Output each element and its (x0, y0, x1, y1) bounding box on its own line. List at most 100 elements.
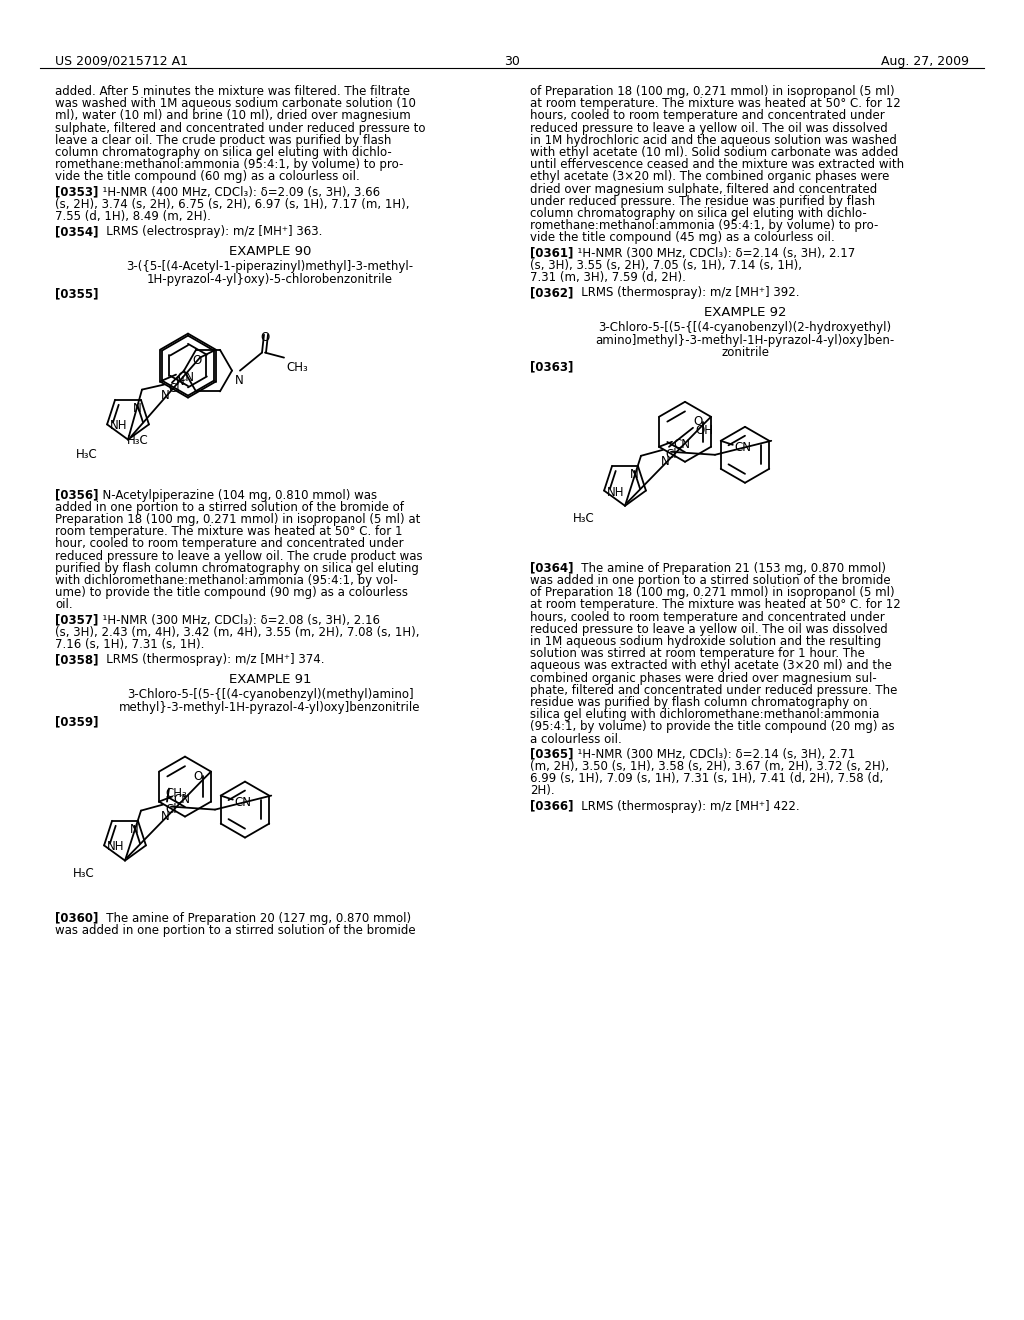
Text: 7.31 (m, 3H), 7.59 (d, 2H).: 7.31 (m, 3H), 7.59 (d, 2H). (530, 271, 686, 284)
Text: ml), water (10 ml) and brine (10 ml), dried over magnesium: ml), water (10 ml) and brine (10 ml), dr… (55, 110, 411, 123)
Text: romethane:methanol:ammonia (95:4:1, by volume) to pro-: romethane:methanol:ammonia (95:4:1, by v… (530, 219, 879, 232)
Text: hour, cooled to room temperature and concentrated under: hour, cooled to room temperature and con… (55, 537, 403, 550)
Text: Cl: Cl (165, 803, 176, 816)
Text: room temperature. The mixture was heated at 50° C. for 1: room temperature. The mixture was heated… (55, 525, 402, 539)
Text: 1H-pyrazol-4-yl}oxy)-5-chlorobenzonitrile: 1H-pyrazol-4-yl}oxy)-5-chlorobenzonitril… (147, 273, 393, 285)
Text: in 1M aqueous sodium hydroxide solution and the resulting: in 1M aqueous sodium hydroxide solution … (530, 635, 882, 648)
Text: under reduced pressure. The residue was purified by flash: under reduced pressure. The residue was … (530, 195, 876, 207)
Text: reduced pressure to leave a yellow oil. The crude product was: reduced pressure to leave a yellow oil. … (55, 549, 423, 562)
Text: (95:4:1, by volume) to provide the title compound (20 mg) as: (95:4:1, by volume) to provide the title… (530, 721, 895, 734)
Text: NH: NH (607, 486, 625, 499)
Text: with dichloromethane:methanol:ammonia (95:4:1, by vol-: with dichloromethane:methanol:ammonia (9… (55, 574, 397, 587)
Text: was added in one portion to a stirred solution of the bromide: was added in one portion to a stirred so… (55, 924, 416, 937)
Text: Aug. 27, 2009: Aug. 27, 2009 (881, 55, 969, 69)
Text: purified by flash column chromatography on silica gel eluting: purified by flash column chromatography … (55, 562, 419, 574)
Text: LRMS (thermospray): m/z [MH⁺] 392.: LRMS (thermospray): m/z [MH⁺] 392. (570, 286, 800, 300)
Text: [0353]: [0353] (55, 186, 98, 198)
Text: vide the title compound (60 mg) as a colourless oil.: vide the title compound (60 mg) as a col… (55, 170, 359, 183)
Text: in 1M hydrochloric acid and the aqueous solution was washed: in 1M hydrochloric acid and the aqueous … (530, 133, 897, 147)
Text: The amine of Preparation 20 (127 mg, 0.870 mmol): The amine of Preparation 20 (127 mg, 0.8… (95, 912, 411, 924)
Text: ¹H-NMR (400 MHz, CDCl₃): δ=2.09 (s, 3H), 3.66: ¹H-NMR (400 MHz, CDCl₃): δ=2.09 (s, 3H),… (95, 186, 380, 198)
Text: ¹H-NMR (300 MHz, CDCl₃): δ=2.08 (s, 3H), 2.16: ¹H-NMR (300 MHz, CDCl₃): δ=2.08 (s, 3H),… (95, 614, 380, 627)
Text: hours, cooled to room temperature and concentrated under: hours, cooled to room temperature and co… (530, 110, 885, 123)
Text: ethyl acetate (3×20 ml). The combined organic phases were: ethyl acetate (3×20 ml). The combined or… (530, 170, 890, 183)
Text: 7.55 (d, 1H), 8.49 (m, 2H).: 7.55 (d, 1H), 8.49 (m, 2H). (55, 210, 211, 223)
Text: O: O (260, 330, 269, 343)
Text: ¹H-NMR (300 MHz, CDCl₃): δ=2.14 (s, 3H), 2.17: ¹H-NMR (300 MHz, CDCl₃): δ=2.14 (s, 3H),… (570, 247, 855, 260)
Text: was washed with 1M aqueous sodium carbonate solution (10: was washed with 1M aqueous sodium carbon… (55, 98, 416, 110)
Text: H₃C: H₃C (127, 434, 148, 447)
Text: 3-Chloro-5-[(5-{[(4-cyanobenzyl)(2-hydroxyethyl): 3-Chloro-5-[(5-{[(4-cyanobenzyl)(2-hydro… (598, 321, 892, 334)
Text: ume) to provide the title compound (90 mg) as a colourless: ume) to provide the title compound (90 m… (55, 586, 408, 599)
Text: romethane:methanol:ammonia (95:4:1, by volume) to pro-: romethane:methanol:ammonia (95:4:1, by v… (55, 158, 403, 172)
Text: The amine of Preparation 21 (153 mg, 0.870 mmol): The amine of Preparation 21 (153 mg, 0.8… (570, 562, 886, 574)
Text: N: N (176, 375, 184, 388)
Text: EXAMPLE 90: EXAMPLE 90 (228, 246, 311, 259)
Text: LRMS (thermospray): m/z [MH⁺] 374.: LRMS (thermospray): m/z [MH⁺] 374. (95, 653, 325, 667)
Text: silica gel eluting with dichloromethane:methanol:ammonia: silica gel eluting with dichloromethane:… (530, 709, 880, 721)
Text: [0362]: [0362] (530, 286, 573, 300)
Text: O: O (693, 414, 702, 428)
Text: [0359]: [0359] (55, 715, 98, 729)
Text: [0364]: [0364] (530, 562, 573, 574)
Text: CN: CN (234, 796, 252, 809)
Text: [0365]: [0365] (530, 748, 573, 760)
Text: NH: NH (108, 841, 125, 854)
Text: until effervescence ceased and the mixture was extracted with: until effervescence ceased and the mixtu… (530, 158, 904, 172)
Text: amino]methyl}-3-methyl-1H-pyrazol-4-yl)oxy]ben-: amino]methyl}-3-methyl-1H-pyrazol-4-yl)o… (595, 334, 895, 347)
Text: reduced pressure to leave a yellow oil. The oil was dissolved: reduced pressure to leave a yellow oil. … (530, 623, 888, 636)
Text: O: O (193, 770, 202, 783)
Text: 3-({5-[(4-Acetyl-1-piperazinyl)methyl]-3-methyl-: 3-({5-[(4-Acetyl-1-piperazinyl)methyl]-3… (126, 260, 414, 273)
Text: of Preparation 18 (100 mg, 0.271 mmol) in isopropanol (5 ml): of Preparation 18 (100 mg, 0.271 mmol) i… (530, 586, 895, 599)
Text: [0357]: [0357] (55, 614, 98, 627)
Text: of Preparation 18 (100 mg, 0.271 mmol) in isopropanol (5 ml): of Preparation 18 (100 mg, 0.271 mmol) i… (530, 84, 895, 98)
Text: N: N (662, 455, 670, 467)
Text: [0356]: [0356] (55, 488, 98, 502)
Text: at room temperature. The mixture was heated at 50° C. for 12: at room temperature. The mixture was hea… (530, 598, 901, 611)
Text: vide the title compound (45 mg) as a colourless oil.: vide the title compound (45 mg) as a col… (530, 231, 835, 244)
Text: [0361]: [0361] (530, 247, 573, 260)
Text: LRMS (electrospray): m/z [MH⁺] 363.: LRMS (electrospray): m/z [MH⁺] 363. (95, 226, 323, 238)
Text: OH: OH (695, 424, 713, 437)
Text: LRMS (thermospray): m/z [MH⁺] 422.: LRMS (thermospray): m/z [MH⁺] 422. (570, 800, 800, 813)
Text: sulphate, filtered and concentrated under reduced pressure to: sulphate, filtered and concentrated unde… (55, 121, 426, 135)
Text: Preparation 18 (100 mg, 0.271 mmol) in isopropanol (5 ml) at: Preparation 18 (100 mg, 0.271 mmol) in i… (55, 513, 421, 525)
Text: H₃C: H₃C (76, 447, 97, 461)
Text: residue was purified by flash column chromatography on: residue was purified by flash column chr… (530, 696, 867, 709)
Text: EXAMPLE 91: EXAMPLE 91 (228, 673, 311, 686)
Text: was added in one portion to a stirred solution of the bromide: was added in one portion to a stirred so… (530, 574, 891, 587)
Text: [0363]: [0363] (530, 360, 573, 374)
Text: column chromatography on silica gel eluting with dichlo-: column chromatography on silica gel elut… (530, 207, 866, 220)
Text: O: O (191, 354, 202, 367)
Text: [0358]: [0358] (55, 653, 98, 667)
Text: N: N (234, 374, 244, 387)
Text: N: N (130, 822, 138, 836)
Text: (s, 3H), 3.55 (s, 2H), 7.05 (s, 1H), 7.14 (s, 1H),: (s, 3H), 3.55 (s, 2H), 7.05 (s, 1H), 7.1… (530, 259, 802, 272)
Text: N: N (161, 388, 170, 401)
Text: reduced pressure to leave a yellow oil. The oil was dissolved: reduced pressure to leave a yellow oil. … (530, 121, 888, 135)
Text: 3-Chloro-5-[(5-{[(4-cyanobenzyl)(methyl)amino]: 3-Chloro-5-[(5-{[(4-cyanobenzyl)(methyl)… (127, 689, 414, 701)
Text: ¹H-NMR (300 MHz, CDCl₃): δ=2.14 (s, 3H), 2.71: ¹H-NMR (300 MHz, CDCl₃): δ=2.14 (s, 3H),… (570, 748, 855, 760)
Text: added in one portion to a stirred solution of the bromide of: added in one portion to a stirred soluti… (55, 500, 403, 513)
Text: N-Acetylpiperazine (104 mg, 0.810 mmol) was: N-Acetylpiperazine (104 mg, 0.810 mmol) … (95, 488, 377, 502)
Text: N: N (133, 401, 141, 414)
Text: CN: CN (173, 792, 190, 805)
Text: 2H).: 2H). (530, 784, 555, 797)
Text: with ethyl acetate (10 ml). Solid sodium carbonate was added: with ethyl acetate (10 ml). Solid sodium… (530, 147, 898, 158)
Text: 6.99 (s, 1H), 7.09 (s, 1H), 7.31 (s, 1H), 7.41 (d, 2H), 7.58 (d,: 6.99 (s, 1H), 7.09 (s, 1H), 7.31 (s, 1H)… (530, 772, 884, 785)
Text: CN: CN (735, 441, 752, 454)
Text: oil.: oil. (55, 598, 73, 611)
Text: column chromatography on silica gel eluting with dichlo-: column chromatography on silica gel elut… (55, 147, 392, 158)
Text: (s, 2H), 3.74 (s, 2H), 6.75 (s, 2H), 6.97 (s, 1H), 7.17 (m, 1H),: (s, 2H), 3.74 (s, 2H), 6.75 (s, 2H), 6.9… (55, 198, 410, 211)
Text: aqueous was extracted with ethyl acetate (3×20 ml) and the: aqueous was extracted with ethyl acetate… (530, 660, 892, 672)
Text: H₃C: H₃C (73, 867, 95, 879)
Text: added. After 5 minutes the mixture was filtered. The filtrate: added. After 5 minutes the mixture was f… (55, 84, 410, 98)
Text: [0354]: [0354] (55, 226, 98, 238)
Text: (m, 2H), 3.50 (s, 1H), 3.58 (s, 2H), 3.67 (m, 2H), 3.72 (s, 2H),: (m, 2H), 3.50 (s, 1H), 3.58 (s, 2H), 3.6… (530, 760, 889, 774)
Text: hours, cooled to room temperature and concentrated under: hours, cooled to room temperature and co… (530, 611, 885, 623)
Text: 7.16 (s, 1H), 7.31 (s, 1H).: 7.16 (s, 1H), 7.31 (s, 1H). (55, 638, 205, 651)
Text: Cl: Cl (665, 447, 677, 461)
Text: H₃C: H₃C (573, 512, 595, 525)
Text: CN: CN (673, 438, 690, 451)
Text: [0360]: [0360] (55, 912, 98, 924)
